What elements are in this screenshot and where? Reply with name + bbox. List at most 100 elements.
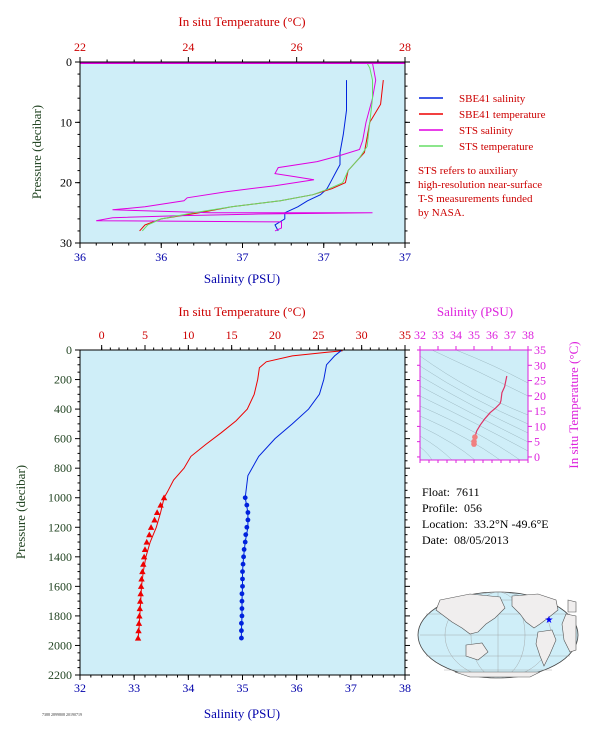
land-australia bbox=[465, 642, 489, 661]
salinity-marker bbox=[240, 561, 246, 567]
main-pressure-tick-label: 1200 bbox=[48, 520, 72, 534]
top-sal-tick-label: 37 bbox=[399, 250, 411, 264]
map-land bbox=[435, 593, 577, 678]
ts-sal-tick-label: 36 bbox=[486, 328, 498, 342]
temperature-marker bbox=[136, 605, 143, 612]
legend-label-sts-temperature: STS temperature bbox=[459, 141, 533, 153]
salinity-marker bbox=[240, 569, 245, 574]
top-pressure-axis-title: Pressure (decibar) bbox=[29, 105, 44, 199]
main-temp-tick-label: 15 bbox=[226, 328, 238, 342]
ts-salinity-axis-title: Salinity (PSU) bbox=[437, 304, 513, 319]
temperature-marker bbox=[139, 568, 146, 575]
top-plot-area bbox=[79, 61, 406, 244]
salinity-marker bbox=[239, 613, 245, 619]
top-temp-tick-label: 22 bbox=[74, 40, 86, 54]
ts-sal-tick-label: 32 bbox=[414, 328, 426, 342]
temperature-marker bbox=[147, 524, 155, 530]
main-salinity-axis-title: Salinity (PSU) bbox=[204, 706, 280, 721]
main-temp-tick-label: 0 bbox=[99, 328, 105, 342]
temperature-marker bbox=[137, 583, 145, 589]
salinity-marker bbox=[239, 598, 245, 604]
salinity-marker bbox=[244, 502, 250, 508]
temperature-marker bbox=[137, 597, 144, 604]
float-location-marker-icon: ★ bbox=[545, 615, 554, 626]
temperature-marker bbox=[157, 501, 164, 508]
salinity-marker bbox=[239, 591, 245, 597]
main-pressure-tick-label: 400 bbox=[54, 402, 72, 416]
land-north-america bbox=[511, 593, 559, 629]
top-sal-tick-label: 36 bbox=[155, 250, 167, 264]
salinity-marker bbox=[240, 576, 245, 582]
density-contour bbox=[455, 349, 529, 384]
top-series-line bbox=[96, 63, 377, 232]
profile-row: Profile: 056 bbox=[422, 500, 592, 516]
ts-temp-tick-label: 5 bbox=[534, 435, 540, 449]
date-value: 08/05/2013 bbox=[454, 533, 509, 547]
top-pressure-tick-label: 0 bbox=[66, 55, 72, 69]
top-ticks-layer: 22 24 26 28 36 36 37 37 37 0 10 20 30 bbox=[60, 40, 411, 264]
ts-temp-tick-label: 30 bbox=[534, 358, 546, 372]
temperature-marker bbox=[135, 627, 142, 634]
sts-note-line-2: high-resolution near-surface bbox=[418, 179, 542, 191]
top-series-line bbox=[274, 80, 347, 232]
salinity-marker bbox=[242, 495, 248, 501]
world-map: ★ bbox=[417, 591, 579, 679]
main-pressure-tick-label: 600 bbox=[54, 432, 72, 446]
ts-temp-tick-label: 25 bbox=[534, 374, 546, 388]
main-plot-area bbox=[79, 349, 406, 676]
density-contour bbox=[419, 395, 529, 452]
profile-label: Profile: bbox=[422, 501, 458, 515]
temperature-marker bbox=[153, 509, 161, 516]
main-temp-tick-label: 25 bbox=[312, 328, 324, 342]
top-temperature-axis-title: In situ Temperature (°C) bbox=[178, 14, 305, 29]
temperature-marker bbox=[160, 494, 168, 501]
top-temp-tick-label: 26 bbox=[291, 40, 303, 54]
top-temp-tick-label: 24 bbox=[182, 40, 194, 54]
main-pressure-tick-label: 1400 bbox=[48, 550, 72, 564]
main-pressure-tick-label: 1600 bbox=[48, 579, 72, 593]
land-europe-west bbox=[567, 599, 577, 613]
salinity-marker bbox=[239, 628, 244, 634]
top-sal-tick-label: 36 bbox=[74, 250, 86, 264]
top-pressure-tick-label: 20 bbox=[60, 176, 72, 190]
ts-temp-tick-label: 0 bbox=[534, 450, 540, 464]
density-contour bbox=[419, 365, 529, 425]
salinity-marker bbox=[239, 635, 244, 641]
salinity-marker bbox=[242, 539, 248, 545]
main-temp-tick-label: 5 bbox=[142, 328, 148, 342]
temperature-marker bbox=[134, 634, 142, 641]
density-contour bbox=[419, 405, 521, 461]
ts-sal-tick-label: 35 bbox=[468, 328, 480, 342]
top-sal-tick-label: 37 bbox=[318, 250, 330, 264]
main-sal-tick-label: 32 bbox=[74, 681, 86, 695]
float-info: Float: 7611 Profile: 056 Location: 33.2°N -… bbox=[422, 484, 592, 548]
salinity-marker bbox=[245, 510, 251, 515]
main-sal-tick-label: 38 bbox=[399, 681, 411, 695]
main-sal-tick-label: 37 bbox=[345, 681, 357, 695]
ts-temp-tick-label: 20 bbox=[534, 389, 546, 403]
main-temp-tick-label: 20 bbox=[269, 328, 281, 342]
top-series-layer bbox=[80, 62, 405, 232]
sts-note-line-1: STS refers to auxiliary bbox=[418, 165, 518, 177]
main-pressure-tick-label: 0 bbox=[66, 343, 72, 357]
ts-density-contours bbox=[419, 349, 529, 461]
land-south-america bbox=[535, 629, 557, 667]
location-value: 33.2°N -49.6°E bbox=[473, 517, 549, 531]
date-row: Date: 08/05/2013 bbox=[422, 532, 592, 548]
sts-note-line-3: T-S measurements funded bbox=[418, 193, 533, 205]
temperature-marker bbox=[151, 516, 158, 523]
top-temp-tick-label: 28 bbox=[399, 40, 411, 54]
float-row: Float: 7611 bbox=[422, 484, 592, 500]
ts-sal-tick-label: 38 bbox=[522, 328, 534, 342]
land-asia bbox=[435, 593, 506, 635]
temperature-marker bbox=[135, 620, 143, 626]
main-pressure-axis-title: Pressure (decibar) bbox=[13, 465, 28, 559]
location-label: Location: bbox=[422, 517, 468, 531]
main-pressure-tick-label: 2200 bbox=[48, 668, 72, 682]
temperature-marker bbox=[140, 553, 148, 560]
main-pressure-tick-label: 1800 bbox=[48, 609, 72, 623]
temperature-marker bbox=[137, 590, 144, 597]
location-row: Location: 33.2°N -49.6°E bbox=[422, 516, 592, 532]
